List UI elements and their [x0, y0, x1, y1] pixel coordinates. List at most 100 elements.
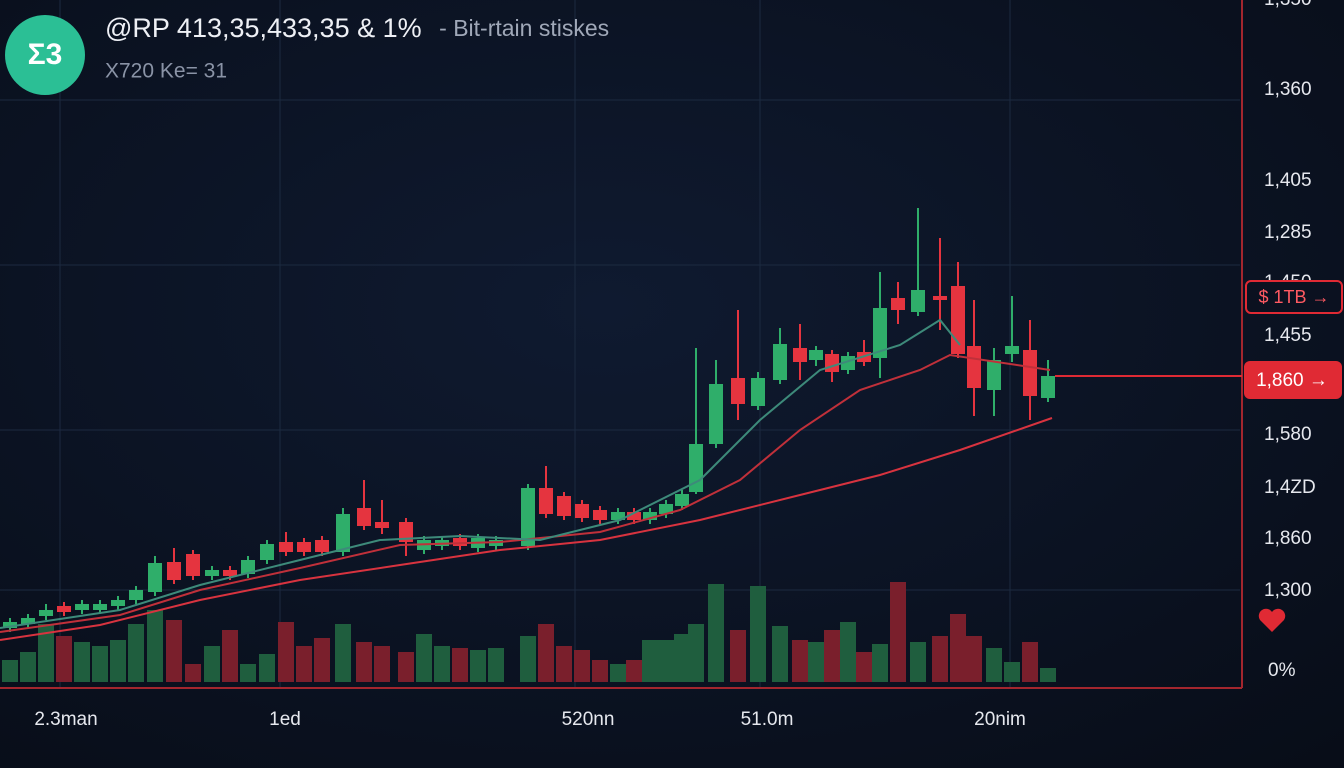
candle-body	[731, 378, 745, 404]
y-label: 1,455	[1264, 325, 1312, 346]
volume-bar	[674, 634, 690, 682]
logo[interactable]	[5, 15, 85, 95]
candle-body	[260, 544, 274, 560]
y-label: 1,580	[1264, 424, 1312, 445]
candle-body	[129, 590, 143, 600]
candle-body	[911, 290, 925, 312]
y-label: 0%	[1268, 660, 1296, 681]
volume-bar	[398, 652, 414, 682]
volume-bar	[574, 650, 590, 682]
candle-body	[148, 563, 162, 592]
volume-bar	[74, 642, 90, 682]
price-tag[interactable]	[1244, 361, 1342, 399]
volume-bar	[950, 614, 966, 682]
price-tag-text: 1,860 →	[1256, 370, 1328, 391]
logo-text: Σ3	[28, 38, 63, 71]
volume-bar	[1004, 662, 1020, 682]
volume-bar	[708, 584, 724, 682]
candle-body	[751, 378, 765, 406]
candle-body	[375, 522, 389, 528]
candle-body	[1023, 350, 1037, 396]
candle-body	[659, 504, 673, 514]
candle-body	[241, 560, 255, 574]
volume-bar	[750, 586, 766, 682]
volume-bar	[1040, 668, 1056, 682]
volume-bar	[556, 646, 572, 682]
candle-body	[1041, 376, 1055, 398]
volume-bar	[488, 648, 504, 682]
volume-bar	[470, 650, 486, 682]
y-label: 1,350	[1264, 0, 1312, 10]
volume-bar	[730, 630, 746, 682]
volume-bar	[314, 638, 330, 682]
volume-bar	[626, 660, 642, 682]
volume-bar	[110, 640, 126, 682]
volume-bar	[890, 582, 906, 682]
volume-bar	[204, 646, 220, 682]
volume-bar	[642, 640, 658, 682]
candle-body	[186, 554, 200, 576]
candle-body	[3, 622, 17, 628]
x-label: 20nim	[974, 709, 1026, 730]
candle-body	[167, 562, 181, 580]
candle-body	[205, 570, 219, 576]
candle-body	[75, 604, 89, 610]
y-label: 1,860	[1264, 528, 1312, 549]
volume-bar	[2, 660, 18, 682]
y-label: 1,285	[1264, 222, 1312, 243]
volume-bar	[296, 646, 312, 682]
price-tag-text: $ 1TB →	[1258, 287, 1329, 307]
candle-body	[223, 570, 237, 576]
candle-body	[453, 538, 467, 546]
candle-body	[111, 600, 125, 606]
candle-body	[793, 348, 807, 362]
x-label: 2.3man	[34, 709, 97, 730]
volume-bar	[434, 646, 450, 682]
candle-body	[21, 618, 35, 624]
candle-body	[279, 542, 293, 552]
candle-body	[627, 512, 641, 520]
volume-bar	[56, 636, 72, 682]
candle-body	[643, 512, 657, 520]
volume-bar	[520, 636, 536, 682]
candle-body	[1005, 346, 1019, 354]
subtitle: X720 Ke= 31	[105, 60, 227, 83]
x-label: 51.0m	[741, 709, 794, 730]
volume-bar	[824, 630, 840, 682]
candle-body	[315, 540, 329, 552]
y-label: 1,300	[1264, 580, 1312, 601]
moving-averages	[0, 318, 1053, 641]
candle-body	[557, 496, 571, 516]
volume-bar	[610, 664, 626, 682]
volume-bar	[240, 664, 256, 682]
volume-bars	[2, 582, 1056, 682]
volume-bar	[808, 642, 824, 682]
y-label: 1,405	[1264, 170, 1312, 191]
volume-bar	[128, 624, 144, 682]
volume-bar	[592, 660, 608, 682]
x-label: 520nn	[562, 709, 615, 730]
candle-body	[357, 508, 371, 526]
volume-bar	[856, 652, 872, 682]
candle-body	[57, 606, 71, 612]
alert-icon[interactable]	[1258, 608, 1286, 632]
candle-body	[709, 384, 723, 444]
volume-bar	[966, 636, 982, 682]
price-tag[interactable]	[1245, 280, 1343, 314]
candle-body	[399, 522, 413, 542]
volume-bar	[772, 626, 788, 682]
x-label: 1ed	[269, 709, 301, 730]
candle-body	[593, 510, 607, 520]
candle-body	[809, 350, 823, 360]
volume-bar	[1022, 642, 1038, 682]
candle-body	[987, 360, 1001, 390]
volume-bar	[840, 622, 856, 682]
candle-body	[773, 344, 787, 380]
volume-bar	[872, 644, 888, 682]
candle-body	[575, 504, 589, 518]
volume-bar	[185, 664, 201, 682]
volume-bar	[147, 610, 163, 682]
candle-body	[611, 512, 625, 520]
price-labels: 1,350 1,360 1,405 1,285 1,450 1,455 1,58…	[1264, 0, 1316, 681]
